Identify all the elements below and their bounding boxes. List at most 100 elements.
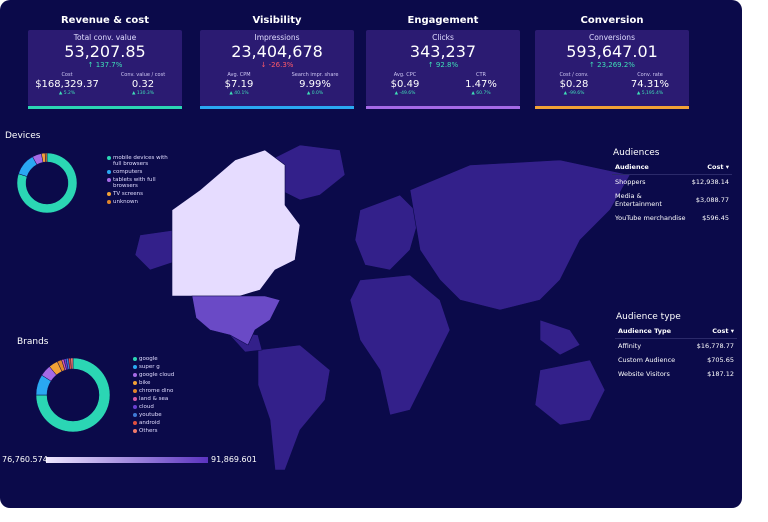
kpi-title: Revenue & cost: [60, 15, 150, 26]
legend-item: unknown: [107, 199, 173, 205]
change-value: 0.0%: [311, 91, 324, 96]
change-arrow: ↑: [427, 61, 436, 69]
kpi-value: 53,207.85: [64, 42, 146, 61]
table-row: Media & Entertainment $3,088.77: [612, 189, 732, 211]
change-arrow: ▲: [563, 91, 569, 96]
sub-value: 9.99%: [299, 79, 331, 90]
column-header[interactable]: Cost ▾: [687, 324, 737, 339]
table-row: Custom Audience $705.65: [615, 353, 737, 367]
kpi-change: ↑ 137.7%: [28, 61, 182, 69]
legend-swatch: [107, 200, 111, 204]
change-value: 137.7%: [95, 61, 123, 69]
kpi-change: ↓ -26.3%: [200, 61, 354, 69]
sub-value: $7.19: [224, 79, 254, 90]
sub-value: 0.32: [131, 79, 155, 90]
devices-title: Devices: [5, 131, 41, 141]
kpi-change: ↑ 92.8%: [366, 61, 520, 69]
legend-label: cloud: [139, 404, 154, 410]
column-title: Audience: [615, 163, 649, 171]
legend-item: tablets with full browsers: [107, 177, 173, 189]
legend-item: google: [133, 356, 199, 362]
brands-title: Brands: [17, 337, 49, 347]
change-arrow: ▲: [229, 91, 235, 96]
legend-item: android: [133, 420, 199, 426]
change-arrow: ▲: [58, 91, 64, 96]
sub-label: Search impr. share: [291, 72, 339, 78]
change-arrow: ▲: [131, 91, 137, 96]
change-arrow: ▲: [471, 91, 477, 96]
sub-change: ▲ 40.1%: [204, 91, 274, 96]
kpi-sub: Cost / conv. $0.28 ▲ -99.6%: [539, 72, 609, 96]
column-header: Audience Type: [615, 324, 688, 339]
column-header[interactable]: Cost ▾: [688, 160, 732, 175]
sub-change: ▲ 5.2%: [32, 91, 102, 96]
brands-donut: [35, 357, 111, 433]
donut-slice: [16, 152, 78, 214]
table-cell: Shoppers: [615, 178, 646, 186]
legend-item: land & sea: [133, 396, 199, 402]
kpi-sub: Conv. rate 74.31% ▲ 5,195.4%: [615, 72, 685, 96]
legend-item: super g: [133, 364, 199, 370]
change-arrow: ▲: [636, 91, 642, 96]
sort-icon: ▾: [723, 163, 729, 171]
legend-label: youtube: [139, 412, 162, 418]
change-value: 130.3%: [136, 91, 155, 96]
legend-label: bike: [139, 380, 151, 386]
legend-swatch: [107, 156, 111, 160]
sub-value: 1.47%: [465, 79, 497, 90]
sub-change: ▲ 5,195.4%: [615, 91, 685, 96]
legend-label: unknown: [113, 199, 138, 205]
legend-swatch: [133, 381, 137, 385]
audiences-title: Audiences: [613, 148, 660, 158]
sub-value: $0.49: [390, 79, 420, 90]
column-title: Audience Type: [618, 327, 672, 335]
change-value: -26.3%: [268, 61, 294, 69]
legend-label: super g: [139, 364, 160, 370]
south-america: [257, 344, 331, 471]
europe: [354, 194, 421, 271]
legend-swatch: [133, 413, 137, 417]
kpi-accent-bar: [535, 106, 689, 109]
sort-icon: ▾: [728, 327, 734, 335]
legend-swatch: [133, 365, 137, 369]
legend-item: youtube: [133, 412, 199, 418]
kpi-sub: Avg. CPM $7.19 ▲ 40.1%: [204, 72, 274, 96]
sub-label: Avg. CPC: [393, 72, 417, 78]
change-arrow: ↓: [260, 61, 269, 69]
table-cell: Affinity: [618, 342, 642, 350]
world-map: [46, 144, 631, 471]
change-arrow: ▲: [306, 91, 312, 96]
dashboard: 76,760.574 91,869.601 Devices mobile dev…: [0, 0, 742, 508]
change-value: 92.8%: [435, 61, 459, 69]
sub-change: ▲ -49.6%: [370, 91, 440, 96]
donut-slice: [70, 357, 74, 370]
kpi-value: 593,647.01: [566, 42, 658, 61]
kpi-value: 23,404,678: [231, 42, 323, 61]
change-value: -49.6%: [399, 91, 416, 96]
legend-label: google: [139, 356, 158, 362]
table-cell: $705.65: [707, 356, 734, 364]
sub-change: ▲ -99.6%: [539, 91, 609, 96]
kpi-sub: Cost $168,329.37 ▲ 5.2%: [32, 72, 102, 96]
sub-change: ▲ 0.0%: [280, 91, 350, 96]
kpi-value: 343,237: [409, 42, 477, 61]
table-row: Affinity $16,778.77: [615, 339, 737, 354]
table-cell: Custom Audience: [618, 356, 676, 364]
sub-change: ▲ 60.7%: [446, 91, 516, 96]
table-cell: Website Visitors: [618, 370, 670, 378]
audiences-table: Audience Cost ▾ Shoppers $12,938.14 Media & …: [612, 160, 732, 225]
legend-item: cloud: [133, 404, 199, 410]
table-cell: Media & Entertainment: [615, 192, 662, 208]
legend-swatch: [133, 421, 137, 425]
sub-label: Avg. CPM: [227, 72, 251, 78]
sub-value: $0.28: [559, 79, 589, 90]
kpi-label: Clicks: [432, 33, 454, 42]
kpi-title: Conversion: [580, 15, 644, 26]
sub-value: 74.31%: [630, 79, 670, 90]
legend-swatch: [133, 389, 137, 393]
table-cell: $3,088.77: [695, 196, 729, 204]
change-value: 5,195.4%: [641, 91, 664, 96]
sub-label: Cost: [61, 72, 73, 78]
table-cell: YouTube merchandise: [615, 214, 686, 222]
legend-item: google cloud: [133, 372, 199, 378]
